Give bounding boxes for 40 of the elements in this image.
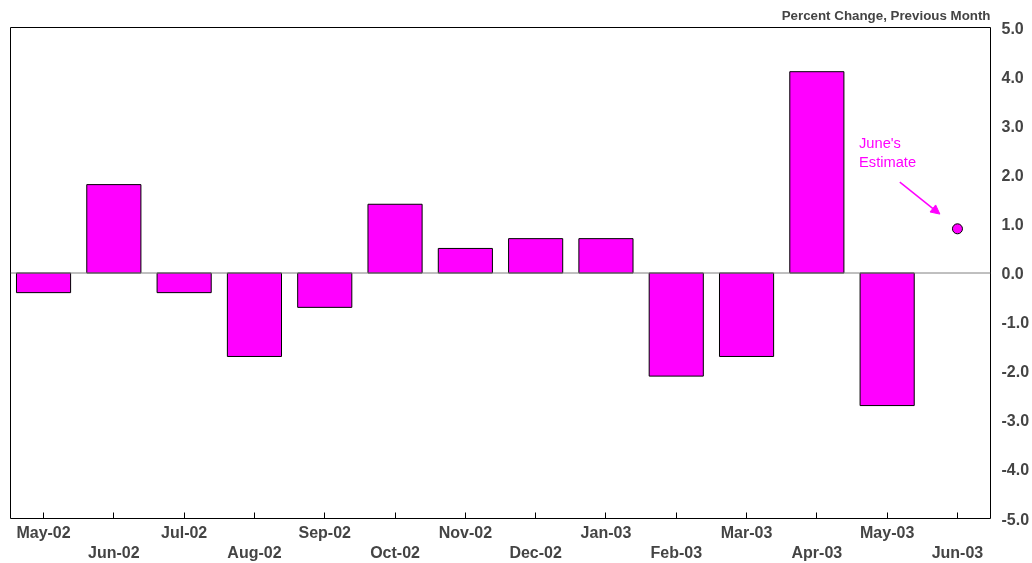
y-tick-label: 4.0 <box>1001 68 1024 86</box>
x-tick-label: Aug-02 <box>227 543 282 561</box>
x-tick-label: Sep-02 <box>298 523 352 541</box>
y-tick-label: -2.0 <box>1001 363 1030 381</box>
bar <box>297 272 353 308</box>
bar <box>437 247 493 274</box>
bar <box>718 272 775 357</box>
y-tick-label: 1.0 <box>1001 215 1024 233</box>
bar <box>648 272 704 377</box>
y-axis-title: Percent Change, Previous Month <box>781 7 991 23</box>
x-tick-label: Oct-02 <box>370 543 421 561</box>
bar <box>508 238 564 274</box>
bar <box>789 71 845 274</box>
x-tick-label: May-03 <box>860 523 915 541</box>
y-tick-label: -5.0 <box>1001 510 1030 528</box>
x-tick-label: Apr-03 <box>791 543 843 561</box>
y-tick-label: -3.0 <box>1001 412 1030 430</box>
y-tick-label: 5.0 <box>1001 19 1024 37</box>
x-tick-label: Jan-03 <box>580 523 632 541</box>
x-tick-label: Dec-02 <box>509 543 562 561</box>
bar <box>15 272 72 294</box>
y-tick-label: 3.0 <box>1001 117 1024 135</box>
y-tick-label: 0.0 <box>1001 265 1024 282</box>
bar <box>859 272 915 407</box>
x-tick-label: Jul-02 <box>161 523 208 541</box>
bar <box>578 238 634 274</box>
y-tick-label: -4.0 <box>1001 461 1030 479</box>
x-tick-label: Jun-02 <box>88 543 140 561</box>
bar <box>156 272 212 294</box>
x-tick-label: Jun-03 <box>931 543 984 561</box>
y-tick-label: -1.0 <box>1001 314 1030 332</box>
x-tick-label: May-02 <box>16 523 71 541</box>
annotation: June's Estimate <box>859 134 917 170</box>
bar <box>367 203 423 274</box>
x-tick-label: Nov-02 <box>438 523 493 541</box>
x-tick-label: Mar-03 <box>720 523 773 541</box>
x-tick-label: Feb-03 <box>650 543 703 561</box>
bar <box>226 272 283 357</box>
y-tick-label: 2.0 <box>1001 166 1024 184</box>
bar <box>86 184 142 274</box>
